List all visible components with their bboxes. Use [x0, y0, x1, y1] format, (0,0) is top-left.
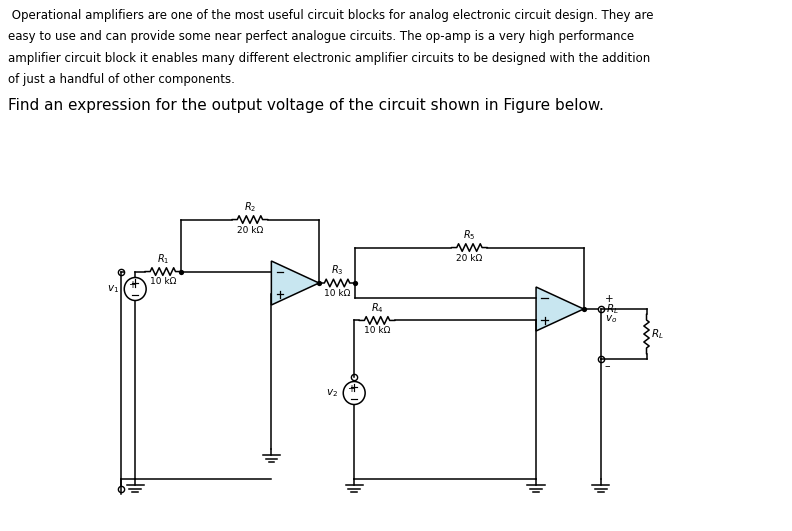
Text: $R_4$: $R_4$: [371, 301, 383, 315]
Text: 20 kΩ: 20 kΩ: [456, 254, 482, 263]
Text: Operational amplifiers are one of the most useful circuit blocks for analog elec: Operational amplifiers are one of the mo…: [8, 9, 653, 22]
Text: $R_2$: $R_2$: [244, 200, 256, 214]
Text: 10 kΩ: 10 kΩ: [364, 326, 390, 335]
Text: amplifier circuit block it enables many different electronic amplifier circuits : amplifier circuit block it enables many …: [8, 52, 650, 65]
Polygon shape: [536, 287, 584, 331]
Text: easy to use and can provide some near perfect analogue circuits. The op-amp is a: easy to use and can provide some near pe…: [8, 30, 634, 44]
Text: $R_3$: $R_3$: [331, 264, 343, 278]
Text: $R_1$: $R_1$: [157, 252, 169, 266]
Text: $v_o$: $v_o$: [604, 313, 617, 325]
Polygon shape: [272, 261, 319, 305]
Text: –: –: [604, 361, 611, 371]
Text: 20 kΩ: 20 kΩ: [237, 226, 263, 235]
Text: $v_1$: $v_1$: [107, 283, 119, 295]
Text: $v_2$: $v_2$: [326, 387, 338, 399]
Text: of just a handful of other components.: of just a handful of other components.: [8, 73, 234, 87]
Text: 10 kΩ: 10 kΩ: [150, 277, 176, 286]
Text: Find an expression for the output voltage of the circuit shown in Figure below.: Find an expression for the output voltag…: [8, 98, 604, 113]
Text: +: +: [348, 384, 356, 394]
Text: $R_L$: $R_L$: [606, 302, 619, 316]
Text: +: +: [128, 280, 136, 290]
Text: $R_L$: $R_L$: [651, 327, 664, 341]
Text: 10 kΩ: 10 kΩ: [324, 288, 350, 297]
Text: +: +: [604, 294, 613, 304]
Text: $R_5$: $R_5$: [463, 228, 476, 242]
